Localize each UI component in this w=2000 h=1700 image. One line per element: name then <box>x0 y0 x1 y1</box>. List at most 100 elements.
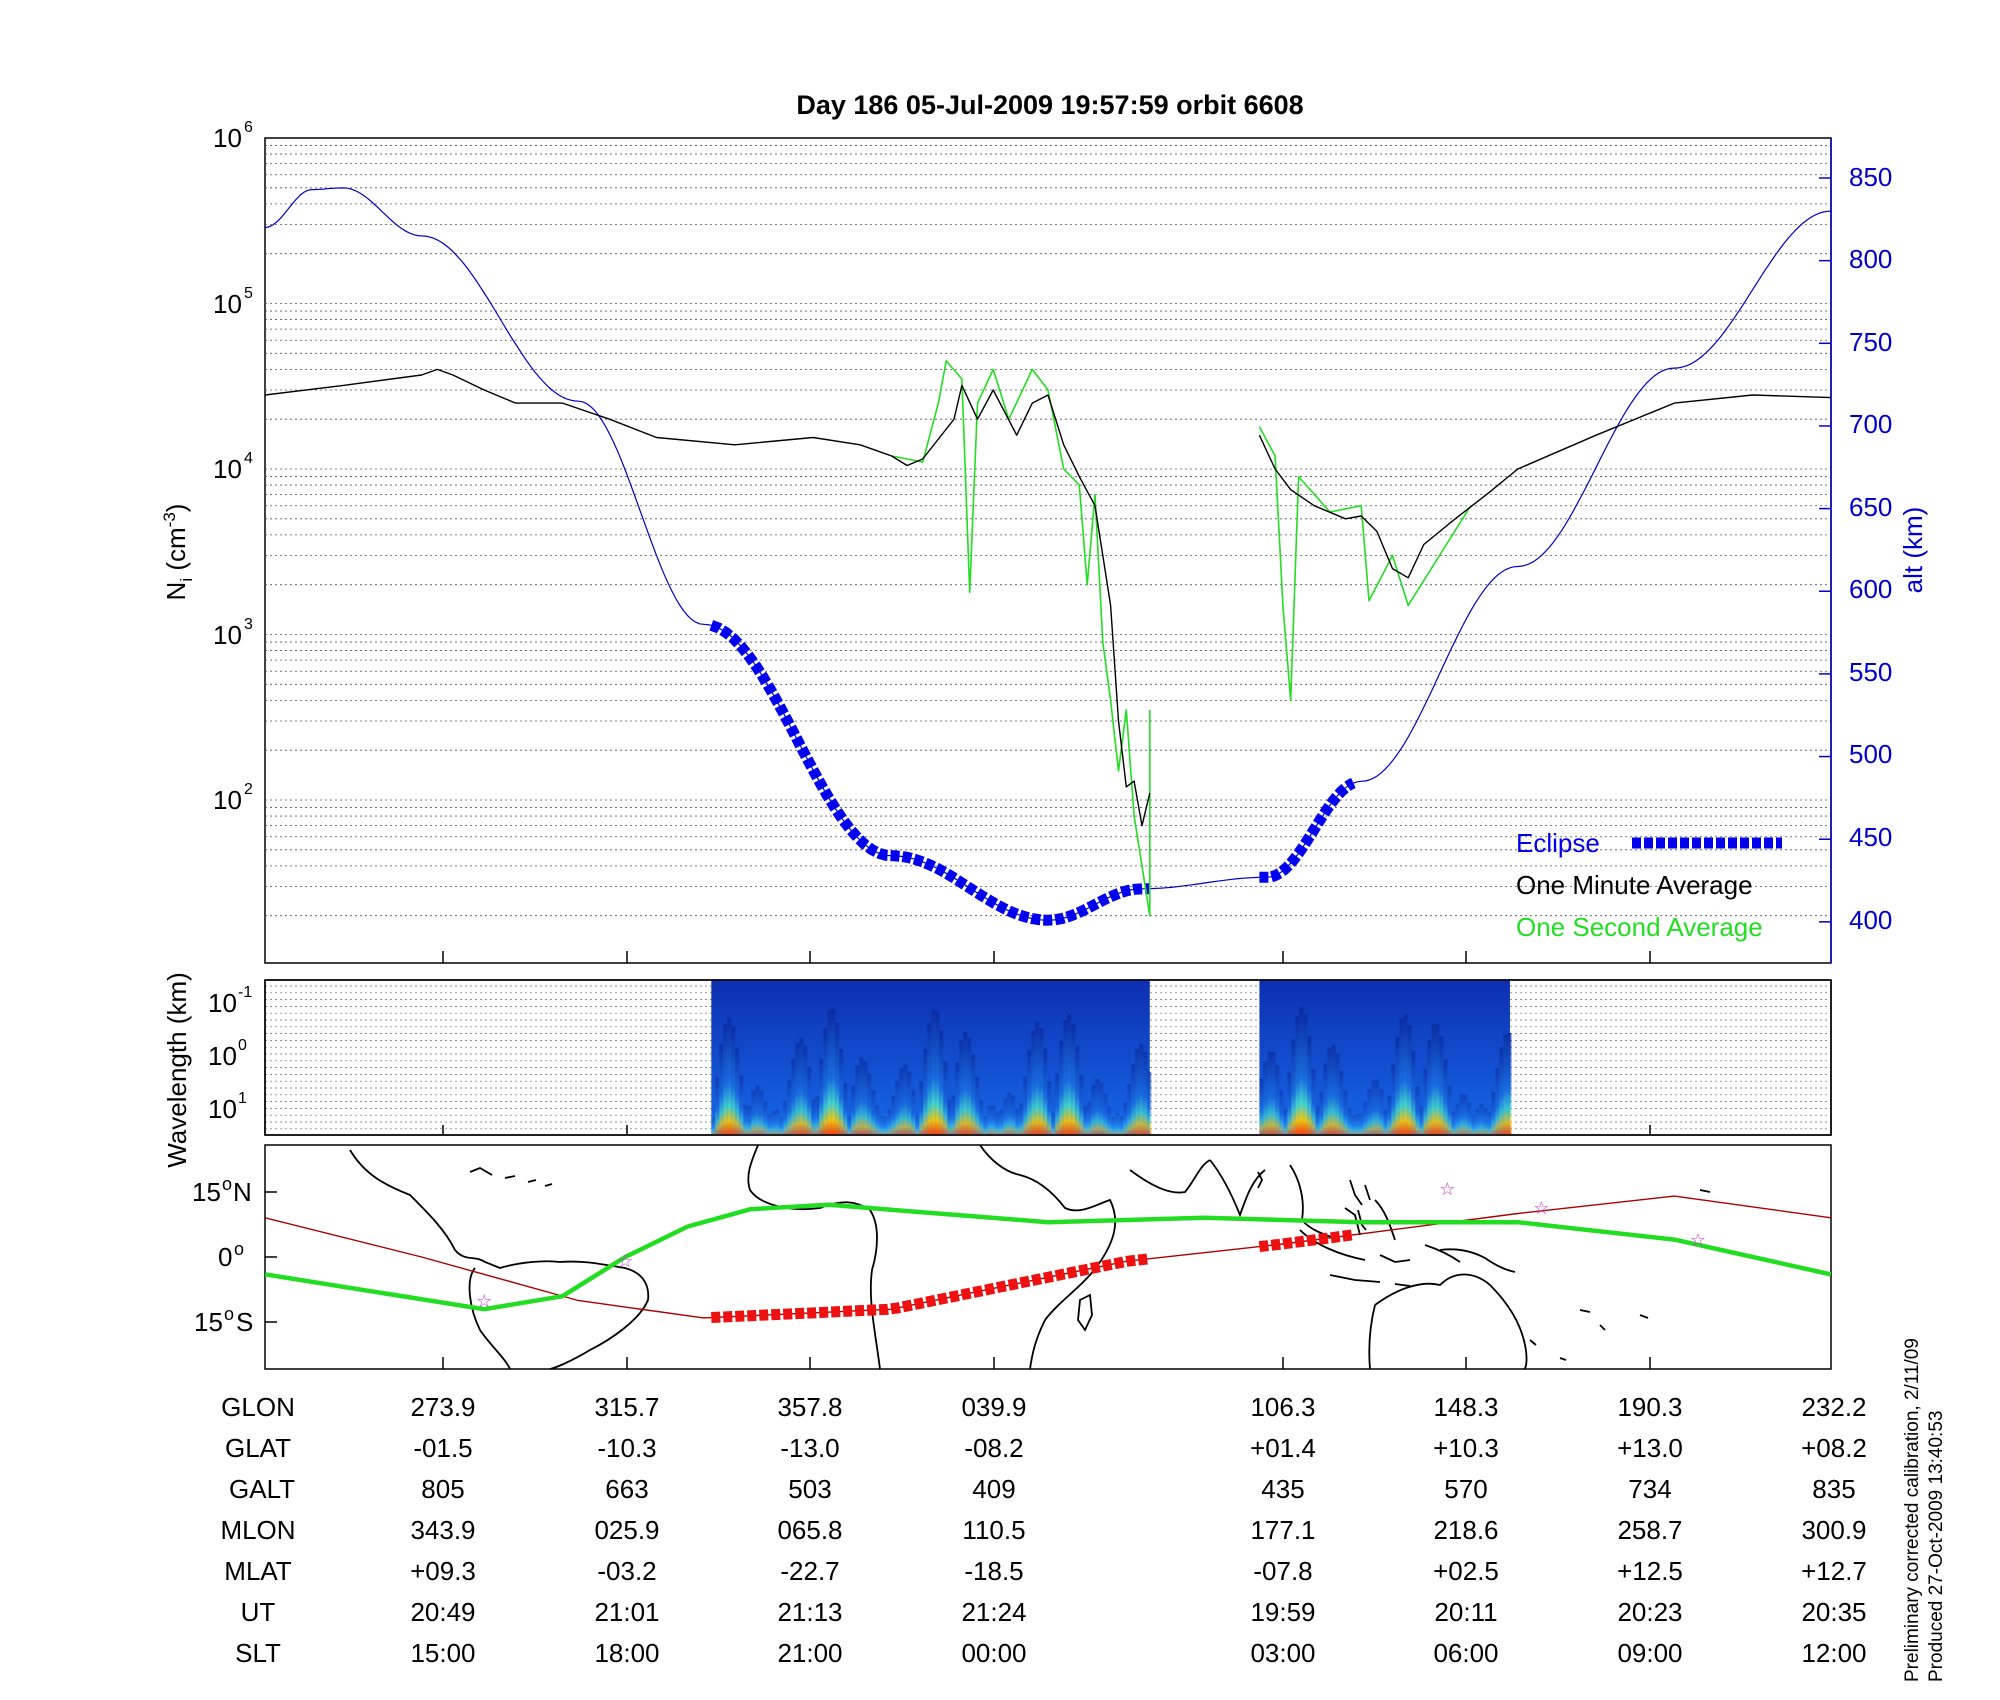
chart-title: Day 186 05-Jul-2009 19:57:59 orbit 6608 <box>796 90 1303 120</box>
spectrogram-column <box>1343 1090 1348 1135</box>
spectrogram-column <box>983 1115 988 1135</box>
spectrogram-column <box>1435 1023 1440 1135</box>
map-ticks <box>265 1191 1651 1369</box>
spectrogram-column <box>807 1067 812 1135</box>
spectrogram-column <box>1367 1088 1372 1135</box>
table-cell: 20:35 <box>1801 1597 1866 1627</box>
spectrogram-column <box>847 1115 852 1135</box>
spectrogram-column <box>1011 1095 1016 1135</box>
coast-pacific-islands <box>1529 1189 1711 1361</box>
map-tracks: ☆ ☆ ☆ ☆ ☆ <box>265 1179 1831 1323</box>
orbit-table: GLON GLAT GALT MLON MLAT UT SLT 273.9 -01… <box>220 1392 1866 1668</box>
table-cell: -03.2 <box>597 1556 656 1586</box>
lat-tick-num: 15 <box>194 1307 223 1337</box>
spectrogram-column <box>1271 1052 1276 1135</box>
coast-arabia-india <box>1129 1159 1266 1218</box>
spectrogram-column <box>1475 1108 1480 1135</box>
table-cell: 190.3 <box>1617 1392 1682 1422</box>
spectrogram-column <box>1319 1091 1324 1135</box>
table-cell: +08.2 <box>1801 1433 1867 1463</box>
spectrogram-column <box>1095 1078 1100 1135</box>
spectrogram-column <box>719 1044 724 1135</box>
y-tick-1e6: 10 6 <box>213 119 253 153</box>
table-cell: 21:01 <box>594 1597 659 1627</box>
coastlines <box>349 1145 1711 1369</box>
coast-philippines <box>1349 1179 1371 1231</box>
spectrogram-column <box>1019 1103 1024 1135</box>
spectrogram-column <box>1499 1047 1504 1135</box>
middle-panel: 10 -1 10 0 10 1 Wavelength (km) <box>162 972 1832 1168</box>
table-cell: 177.1 <box>1250 1515 1315 1545</box>
middle-grid <box>265 985 1831 1135</box>
spectrogram-column <box>791 1058 796 1135</box>
spectrogram-column <box>911 1090 916 1135</box>
eclipse-marker <box>1259 777 1356 883</box>
table-cell: 435 <box>1261 1474 1304 1504</box>
middle-y-tick-labels: 10 -1 10 0 10 1 <box>208 984 252 1124</box>
spectrogram-column <box>1003 1098 1008 1135</box>
y-tick-1e3: 10 3 <box>213 616 253 650</box>
y-tick-1e2: 10 2 <box>213 781 253 815</box>
spectrogram-column <box>1375 1079 1380 1135</box>
spectrogram-column <box>739 1075 744 1135</box>
y-tick-base: 10 <box>213 454 242 484</box>
spectrogram-column <box>1387 1095 1392 1135</box>
spectrogram-column <box>1455 1103 1460 1135</box>
table-cell: 110.5 <box>962 1515 1025 1545</box>
spectrogram-column <box>1415 1086 1420 1135</box>
spectrogram-column <box>951 1095 956 1135</box>
table-cell: 503 <box>788 1474 831 1504</box>
spectrogram-column <box>1063 1020 1068 1135</box>
table-cells: 273.9 -01.5 805 343.9 +09.3 20:49 15:00 315.7 -1… <box>410 1392 1867 1668</box>
spectrogram-column <box>1339 1070 1344 1135</box>
table-cell: 300.9 <box>1801 1515 1866 1545</box>
spectrogram-column <box>1443 1059 1448 1135</box>
spectrogram-column <box>1335 1053 1340 1135</box>
spectrogram-column <box>895 1080 900 1135</box>
spectrogram-column <box>1143 1051 1148 1135</box>
row-label-glon: GLON <box>221 1392 295 1422</box>
table-cell: 039.9 <box>961 1392 1026 1422</box>
y-tick-exp: 2 <box>244 781 253 798</box>
spectrogram-column <box>1331 1044 1336 1135</box>
right-y-tick-labels: 850 800 750 700 650 600 550 500 450 400 <box>1849 162 1892 935</box>
map-frame <box>264 1144 1832 1370</box>
spectrogram-column <box>939 1030 944 1135</box>
wl-tick-base: 10 <box>208 988 237 1018</box>
spectrogram-column <box>767 1113 772 1135</box>
eclipse-track-marker <box>711 1253 1151 1323</box>
spectrogram-column <box>779 1116 784 1135</box>
spectrogram-column <box>763 1101 768 1135</box>
top-ticks <box>442 177 1831 963</box>
table-cell: 20:11 <box>1434 1597 1497 1627</box>
spectrogram-column <box>783 1100 788 1135</box>
spectrogram-column <box>1503 1033 1508 1135</box>
coast-caribbean <box>469 1167 553 1187</box>
minute-average-line <box>1258 394 1831 579</box>
spectrogram-column <box>1371 1080 1376 1135</box>
map-lat-tick-labels: 15 o N 0 o 15 o S <box>192 1174 253 1337</box>
spectrogram-column <box>1315 1106 1320 1135</box>
table-cell: -13.0 <box>780 1433 839 1463</box>
coast-americas <box>349 1149 650 1369</box>
spectrogram-column <box>1055 1073 1060 1135</box>
spectrogram-column <box>1487 1112 1492 1135</box>
star-marker: ☆ <box>476 1291 492 1312</box>
spectrogram-column <box>991 1105 996 1135</box>
alt-tick-label: 550 <box>1849 657 1892 687</box>
eclipse-marker <box>709 620 1150 926</box>
table-cell: 570 <box>1444 1474 1487 1504</box>
table-cell: 273.9 <box>410 1392 475 1422</box>
footer-produced-date: Produced 27-Oct-2009 13:40:53 <box>1926 1411 1947 1682</box>
spectrogram-column <box>755 1085 760 1135</box>
spectrogram-column <box>1123 1102 1128 1135</box>
spectrogram-column <box>1427 1040 1432 1135</box>
table-cell: 12:00 <box>1801 1638 1866 1668</box>
spectrogram-column <box>923 1048 928 1135</box>
spectrogram-column <box>1467 1102 1472 1135</box>
y-tick-exp: 4 <box>244 450 253 467</box>
spectrogram-column <box>943 1061 948 1135</box>
spectrogram-column <box>1275 1065 1280 1135</box>
table-cell: 409 <box>972 1474 1015 1504</box>
wl-tick-1e0: 10 0 <box>208 1037 247 1071</box>
